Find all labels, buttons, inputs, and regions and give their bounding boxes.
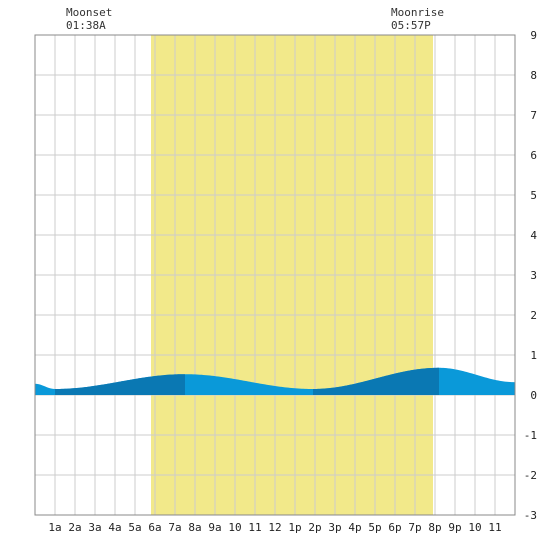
x-tick-label: 5p: [368, 521, 381, 534]
y-tick-label: 6: [530, 149, 537, 162]
moonset-label: Moonset: [66, 6, 112, 19]
y-tick-label: -1: [524, 429, 537, 442]
x-tick-label: 10: [228, 521, 241, 534]
y-tick-label: -3: [524, 509, 537, 522]
moonrise-time: 05:57P: [391, 19, 431, 32]
x-tick-label: 3p: [328, 521, 341, 534]
x-tick-label: 12: [268, 521, 281, 534]
x-tick-label: 4a: [108, 521, 121, 534]
x-tick-label: 6p: [388, 521, 401, 534]
y-tick-label: 2: [530, 309, 537, 322]
x-tick-label: 1p: [288, 521, 301, 534]
x-tick-label: 2p: [308, 521, 321, 534]
y-tick-label: 4: [530, 229, 537, 242]
y-tick-label: 7: [530, 109, 537, 122]
x-tick-label: 8p: [428, 521, 441, 534]
moonset-time: 01:38A: [66, 19, 106, 32]
x-tick-label: 2a: [68, 521, 81, 534]
x-tick-label: 11: [248, 521, 261, 534]
x-tick-label: 9a: [208, 521, 221, 534]
x-tick-label: 5a: [128, 521, 141, 534]
x-tick-label: 7a: [168, 521, 181, 534]
y-tick-label: 9: [530, 29, 537, 42]
tide-area-highlight: [313, 367, 439, 395]
x-tick-label: 11: [488, 521, 501, 534]
y-tick-label: 1: [530, 349, 537, 362]
y-tick-label: -2: [524, 469, 537, 482]
x-tick-label: 9p: [448, 521, 461, 534]
x-tick-label: 7p: [408, 521, 421, 534]
y-tick-label: 0: [530, 389, 537, 402]
x-tick-label: 10: [468, 521, 481, 534]
tide-area-highlight: [55, 374, 185, 395]
y-tick-label: 5: [530, 189, 537, 202]
plot-border: [34, 34, 516, 516]
x-tick-label: 1a: [48, 521, 61, 534]
x-tick-label: 8a: [188, 521, 201, 534]
y-tick-label: 8: [530, 69, 537, 82]
y-tick-label: 3: [530, 269, 537, 282]
moonrise-label: Moonrise: [391, 6, 444, 19]
x-tick-label: 6a: [148, 521, 161, 534]
x-tick-label: 4p: [348, 521, 361, 534]
x-tick-label: 3a: [88, 521, 101, 534]
